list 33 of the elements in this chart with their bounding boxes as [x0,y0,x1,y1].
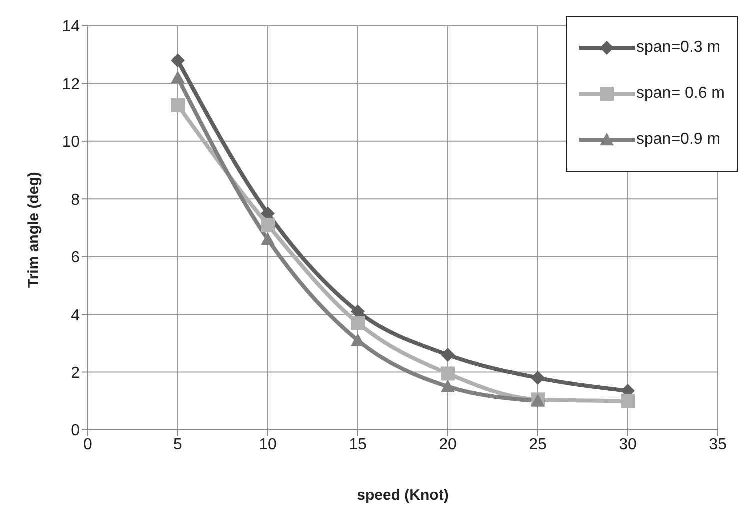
x-tick-label: 25 [529,436,547,454]
x-tick-label: 0 [84,436,93,454]
point [351,316,365,330]
point [621,394,635,408]
point [441,366,455,381]
y-tick-label: 14 [62,18,80,36]
y-tick-label: 4 [71,307,80,324]
legend-label: span=0.9 m [636,131,721,149]
x-tick-label: 10 [259,436,277,454]
x-tick-label: 30 [619,436,637,454]
point [261,232,275,246]
x-axis-title: speed (Knot) [357,487,449,504]
point [171,70,185,84]
point [531,371,545,386]
point [171,54,185,68]
y-tick-label: 10 [62,134,80,152]
point [351,334,365,346]
y-tick-label: 6 [71,250,80,267]
point [441,380,455,392]
point [171,98,185,112]
point [441,348,455,362]
legend-label: span=0.3 m [636,39,721,57]
x-tick-label: 5 [174,436,183,454]
legend-label: span= 0.6 m [636,85,725,103]
x-tick-label: 35 [709,436,727,454]
y-tick-label: 2 [71,364,80,382]
y-axis-title: Trim angle (deg) [25,172,42,288]
point [261,218,275,232]
x-tick-label: 20 [439,436,457,454]
y-tick-label: 8 [71,192,80,209]
x-tick-label: 15 [349,436,367,454]
y-tick-label: 12 [62,76,80,94]
y-tick-label: 0 [71,422,80,440]
